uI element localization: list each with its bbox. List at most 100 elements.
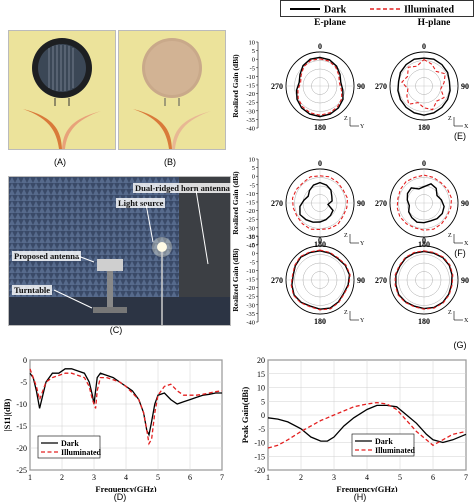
y-tick-label: 0 [261,411,265,420]
polar-y-tick-label: -30 [246,302,255,309]
polar-pattern-illuminated [290,249,351,311]
polar-angle-180: 180 [418,123,430,132]
y-tick-label: 0 [23,356,27,365]
polar-pattern-illuminated [291,175,349,231]
polar-pattern-dark [395,250,453,310]
triad-label-z: Z [344,233,348,239]
y-tick-label: 5 [261,397,265,406]
polar-angle-270: 270 [271,276,283,285]
panel-label-a: (A) [54,157,66,167]
polar-y-tick-label: -25 [246,100,255,107]
polar-y-tick-label: -15 [246,83,255,90]
photo-antenna-illuminated [118,30,226,150]
polar-angle-0: 0 [422,159,426,168]
x-tick-label: 7 [220,473,224,482]
triad-label-h: X [464,241,469,247]
x-tick-label: 5 [156,473,160,482]
polar-y-axis-label: Realized Gain (dBi) [232,54,240,118]
polar-y-tick-label: 10 [249,40,256,47]
label-horn-antenna: Dual-ridged horn antenna [133,183,232,193]
polar-angle-90: 90 [461,276,469,285]
polar-y-tick-label: -10 [246,268,255,275]
top-legend: Dark Illuminated [280,0,474,17]
polar-angle-90: 90 [461,82,469,91]
polar-angle-180: 180 [418,240,430,249]
polar-y-tick-label: -15 [246,277,255,284]
polar-y-tick-label: -5 [250,65,255,72]
plane-title-h: H-plane [417,18,451,28]
polar-angle-0: 0 [422,42,426,51]
photo-c-arrows [53,189,209,309]
polar-angle-270: 270 [271,82,283,91]
y-tick-label: -20 [16,444,27,453]
y-tick-label: -20 [254,466,265,475]
polar-y-tick-label: -40 [246,126,255,133]
polar-y-tick-label: -5 [250,259,255,266]
polar-y-tick-label: 10 [249,234,256,241]
triad-label-z: Z [344,310,348,316]
polar-y-tick-label: -15 [246,200,255,207]
triad-label-h: Y [360,318,365,324]
polar-y-tick-label: -25 [246,217,255,224]
polar-y-tick-label: 0 [252,57,255,64]
polar-y-tick-label: -20 [246,91,255,98]
polar-y-tick-label: -10 [246,191,255,198]
polar-pattern-dark [295,56,344,118]
chart-legend-box [37,435,101,459]
antenna-with-solar-cell-drawing [9,31,115,149]
x-tick-label: 4 [124,473,128,482]
polar-y-tick-label: 0 [252,174,255,181]
chart-legend-label-illuminated: Illuminated [61,448,102,457]
polar-angle-180: 180 [314,123,326,132]
polar-angle-0: 0 [318,159,322,168]
polar-y-tick-label: -20 [246,208,255,215]
y-tick-label: 10 [257,384,265,393]
polar-pattern-illuminated [297,58,343,116]
y-tick-label: 15 [257,370,265,379]
polar-y-tick-label: 5 [252,48,255,55]
x-tick-label: 5 [398,473,402,482]
panel-label-c: (C) [109,325,123,335]
triad-label-h: Y [360,241,365,247]
label-proposed-antenna: Proposed antenna [12,251,82,261]
triad-label-z: Z [448,233,452,239]
polar-angle-180: 180 [314,240,326,249]
chart-legend-label-dark: Dark [61,439,79,448]
panel-label-h: (H) [353,492,367,502]
series-line-illuminated [29,368,223,446]
polar-pattern-illuminated [401,58,446,111]
x-tick-label: 2 [299,473,303,482]
polar-angle-90: 90 [357,276,365,285]
polar-y-axis-label: Realized Gain (dBi) [232,248,240,312]
y-tick-label: -10 [16,400,27,409]
panel-label-g: (G) [453,340,467,350]
y-tick-label: -5 [258,425,265,434]
polar-y-tick-label: -35 [246,117,255,124]
polar-y-tick-label: -30 [246,225,255,232]
x-tick-label: 4 [365,473,369,482]
polar-pattern-dark [299,181,334,223]
triad-label-z: Z [448,116,452,122]
polar-y-tick-label: 0 [252,251,255,258]
plane-title-e: E-plane [314,18,346,28]
polar-angle-270: 270 [375,199,387,208]
polar-y-tick-label: -20 [246,285,255,292]
polar-pattern-illuminated [394,250,454,310]
chart-legend-label-illuminated: Illuminated [375,446,416,455]
x-axis-label: Frequency(GHz) [336,484,397,492]
polar-y-tick-label: 5 [252,242,255,249]
y-axis-label: |S11|(dB) [2,399,12,432]
triad-label-h: X [464,124,469,130]
polar-y-tick-label: -40 [246,320,255,327]
polar-y-tick-label: 10 [249,157,256,164]
polar-angle-270: 270 [375,82,387,91]
triad-label-z: Z [448,310,452,316]
polar-angle-270: 270 [375,276,387,285]
polar-angle-0: 0 [318,42,322,51]
x-tick-label: 1 [266,473,270,482]
polar-y-tick-label: -35 [246,234,255,241]
polar-y-tick-label: 5 [252,165,255,172]
label-turntable: Turntable [12,285,53,295]
